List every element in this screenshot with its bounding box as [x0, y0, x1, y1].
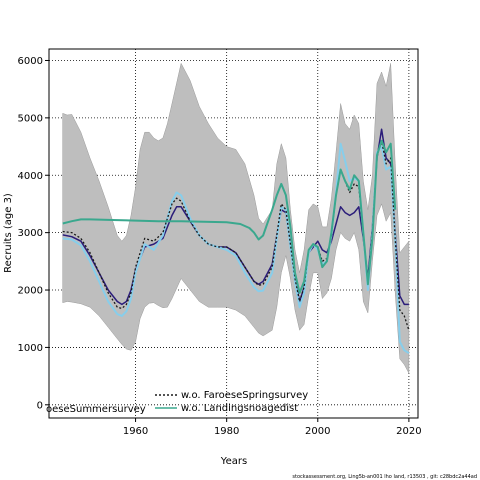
legend-label-1: oeseSummersurvey — [46, 404, 146, 415]
x-tick-label: 1980 — [214, 426, 239, 437]
y-axis-label: Recruits (age 3) — [3, 193, 14, 273]
footer-text: stockassessment.org, Ling5b-an001 lho la… — [292, 474, 477, 480]
legend-label-3: w.o. Landingsnoagedist — [181, 403, 298, 414]
x-tick-label: 2000 — [305, 426, 330, 437]
legend-label-2: w.o. FaroeseSpringsurvey — [181, 390, 308, 401]
confidence-band — [62, 62, 410, 374]
y-tick-label: 5000 — [18, 113, 43, 124]
x-tick-label: 1960 — [123, 426, 148, 437]
plot-border — [48, 48, 419, 419]
y-tick-label: 6000 — [18, 56, 43, 67]
y-tick-label: 1000 — [18, 343, 43, 354]
y-tick-label: 4000 — [18, 171, 43, 182]
axis-ticks: 1960 1980 2000 2020 0 1000 2000 3000 4000 5000 600… — [18, 56, 422, 437]
series-line-4 — [62, 139, 397, 294]
x-tick-label: 2020 — [396, 426, 421, 437]
series-lines — [62, 128, 410, 355]
confidence-band-area — [62, 62, 410, 374]
x-axis-label: Years — [220, 456, 247, 467]
plot-frame — [48, 48, 419, 419]
y-tick-label: 3000 — [18, 228, 43, 239]
legend: oeseSummersurvey w.o. FaroeseSpringsurvey… — [46, 390, 308, 415]
y-tick-label: 0 — [37, 400, 43, 411]
y-tick-label: 2000 — [18, 286, 43, 297]
